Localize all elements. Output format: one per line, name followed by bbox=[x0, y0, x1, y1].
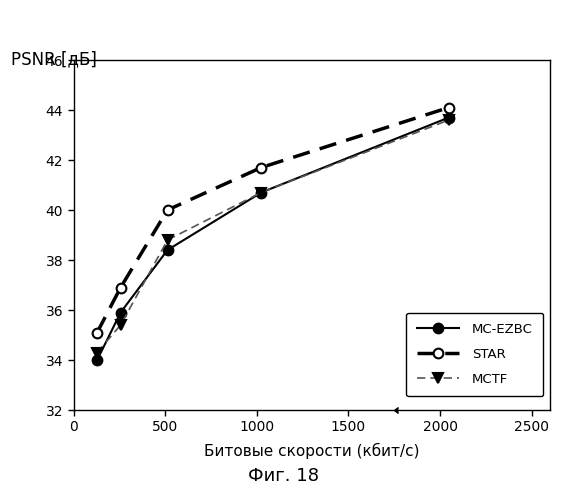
STAR bbox=[258, 164, 265, 170]
MC-EZBC bbox=[117, 310, 124, 316]
Text: PSNR [дБ]: PSNR [дБ] bbox=[11, 50, 97, 68]
MCTF bbox=[164, 237, 171, 243]
MCTF bbox=[258, 190, 265, 196]
Legend: MC-EZBC, STAR, MCTF: MC-EZBC, STAR, MCTF bbox=[406, 312, 543, 396]
MC-EZBC bbox=[258, 190, 265, 196]
X-axis label: Битовые скорости (кбит/с): Битовые скорости (кбит/с) bbox=[204, 443, 420, 459]
MCTF bbox=[117, 322, 124, 328]
Text: Фиг. 18: Фиг. 18 bbox=[248, 467, 319, 485]
MCTF bbox=[446, 117, 452, 123]
MC-EZBC bbox=[446, 114, 452, 120]
Line: MCTF: MCTF bbox=[92, 115, 454, 358]
STAR bbox=[117, 284, 124, 290]
Line: STAR: STAR bbox=[92, 102, 454, 338]
STAR bbox=[94, 330, 100, 336]
STAR bbox=[164, 207, 171, 213]
STAR bbox=[446, 104, 452, 110]
Line: MC-EZBC: MC-EZBC bbox=[92, 112, 454, 365]
MC-EZBC bbox=[164, 247, 171, 253]
MC-EZBC bbox=[94, 357, 100, 363]
MCTF bbox=[94, 350, 100, 356]
